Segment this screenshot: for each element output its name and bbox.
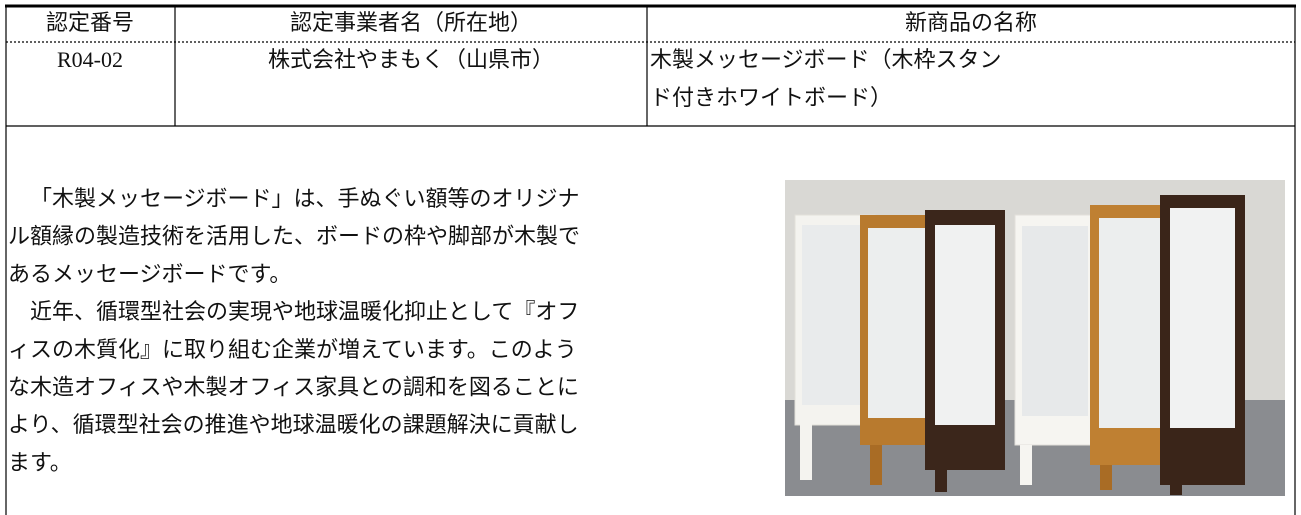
board-leg xyxy=(800,420,812,480)
description-line: あるメッセージボードです。 xyxy=(8,261,291,286)
description-line: 「木製メッセージボード」は、手ぬぐい額等のオリジナ xyxy=(30,186,580,211)
description-line: 近年、循環型社会の実現や地球温暖化抑止として『オフ xyxy=(30,299,579,324)
description: 「木製メッセージボード」は、手ぬぐい額等のオリジナル額縁の製造技術を活用した、ボ… xyxy=(8,186,580,475)
description-line: な木造オフィスや木製オフィス家具との調和を図ることに xyxy=(8,375,579,400)
description-line: より、循環型社会の推進や地球温暖化の課題解決に貢献し xyxy=(8,412,579,437)
board-surface xyxy=(935,225,995,425)
board-leg xyxy=(1100,465,1112,490)
board-leg xyxy=(1020,445,1032,485)
product-photo xyxy=(785,180,1285,496)
board-surface xyxy=(1022,226,1088,416)
description-line: ます。 xyxy=(8,450,72,475)
header-cell: 認定事業者名（所在地） xyxy=(290,10,532,35)
board-leg xyxy=(935,470,947,492)
board-surface xyxy=(868,228,932,418)
header-cell: 新商品の名称 xyxy=(905,10,1037,35)
product-name: 木製メッセージボード（木枠スタン xyxy=(650,47,1002,72)
board-leg xyxy=(1170,485,1182,495)
board-surface xyxy=(1170,208,1235,428)
product-name: ド付きホワイトボード） xyxy=(650,85,892,110)
description-line: ル額縁の製造技術を活用した、ボードの枠や脚部が木製で xyxy=(8,224,580,249)
description-line: ィスの木質化』に取り組む企業が増えています。このよう xyxy=(8,337,577,362)
board-surface xyxy=(802,225,868,405)
cert-number: R04-02 xyxy=(57,47,123,72)
board-surface xyxy=(1099,218,1166,428)
company: 株式会社やまもく（山県市） xyxy=(268,47,554,72)
board-leg xyxy=(870,445,882,485)
header-cell: 認定番号 xyxy=(46,10,134,35)
